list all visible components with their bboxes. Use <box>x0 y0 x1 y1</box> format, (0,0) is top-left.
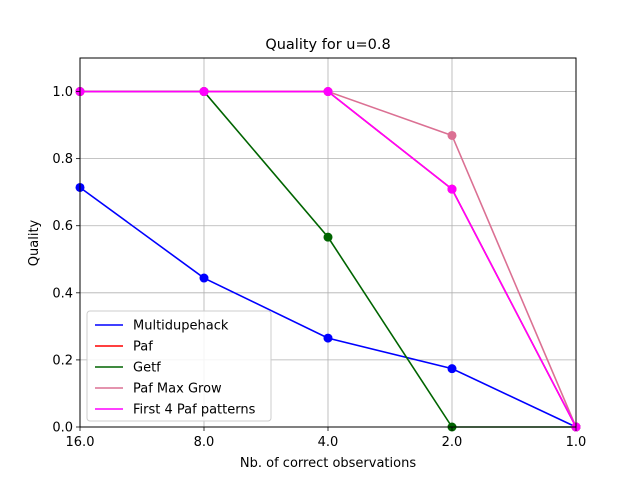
y-axis-label: Quality <box>27 219 42 266</box>
y-tick-label: 0.4 <box>52 286 73 301</box>
y-tick-label: 0.2 <box>52 353 73 368</box>
y-tick-label: 0.6 <box>52 219 73 234</box>
x-tick-label: 16.0 <box>66 435 95 450</box>
chart-title: Quality for u=0.8 <box>265 37 390 53</box>
data-point <box>323 333 333 343</box>
x-tick-label: 2.0 <box>442 435 463 450</box>
legend-entry: Getf <box>133 361 161 376</box>
x-tick-label: 4.0 <box>318 435 339 450</box>
x-tick-label: 8.0 <box>194 435 215 450</box>
y-tick-label: 1.0 <box>52 85 73 100</box>
y-tick-label: 0.0 <box>52 421 73 436</box>
data-point <box>447 364 457 374</box>
data-point <box>199 273 209 283</box>
data-point <box>323 232 333 242</box>
legend-entry: First 4 Paf patterns <box>133 403 256 418</box>
legend-entry: Multidupehack <box>133 319 229 334</box>
x-tick-label: 1.0 <box>566 435 587 450</box>
legend-entry: Paf Max Grow <box>133 382 222 397</box>
legend: Multidupehack Paf Getf Paf Max Grow First 4 … <box>86 310 272 422</box>
data-point <box>447 130 457 140</box>
data-point <box>323 87 333 97</box>
legend-entry: Paf <box>133 340 153 355</box>
data-point <box>447 184 457 194</box>
y-tick-label: 0.8 <box>52 152 73 167</box>
ticks: 16.0 8.0 4.0 2.0 1.0 0.0 0.2 0.4 0.6 0.8 1.0 <box>52 85 586 450</box>
data-point <box>199 87 209 97</box>
series-multidupehack <box>75 182 581 432</box>
legend-box <box>86 310 272 422</box>
x-axis-label: Nb. of correct observations <box>240 456 416 471</box>
